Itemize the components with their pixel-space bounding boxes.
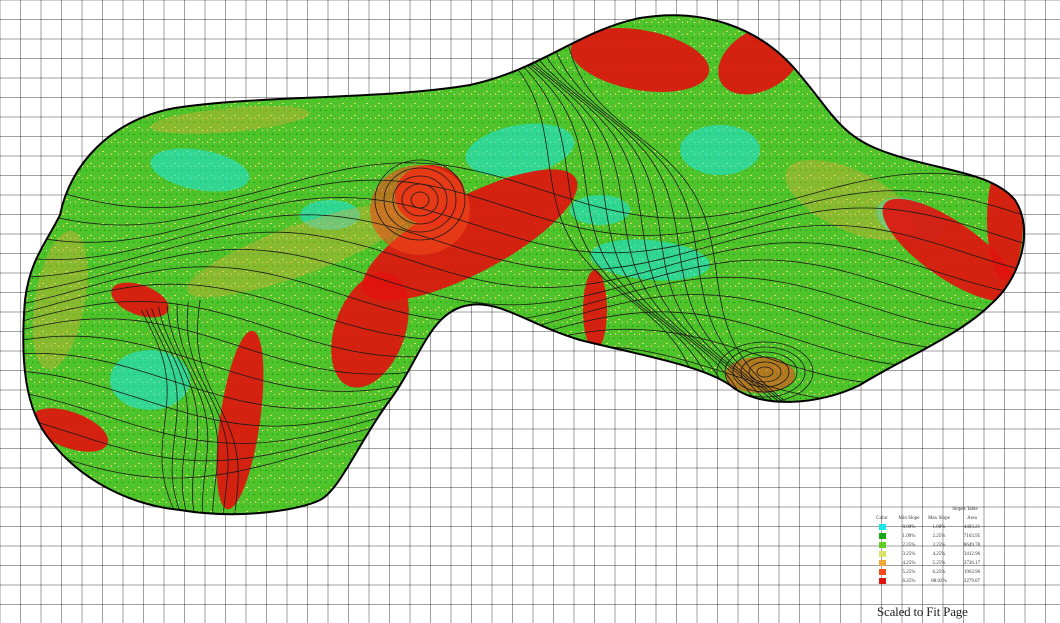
color-swatch [878, 578, 886, 584]
color-swatch [878, 524, 886, 530]
max-slope: 88.02% [931, 579, 947, 584]
area: 2279.87 [963, 579, 981, 584]
table-row: 2.25% 3.25% 8649.78 [870, 541, 1060, 550]
table-row: 0.00% 1.00% 4403.21 [870, 523, 1060, 532]
min-slope: 6.25% [902, 579, 916, 584]
header-max-slope: Max Slope [928, 516, 950, 521]
area: 7163.95 [963, 534, 981, 539]
color-swatch [878, 542, 886, 548]
max-slope: 6.25% [932, 570, 946, 575]
area: 8649.78 [963, 543, 981, 548]
max-slope: 1.00% [932, 525, 946, 530]
site-boundary [22, 14, 1026, 516]
slopes-table-title: Slopes Table [952, 507, 978, 512]
color-swatch [878, 551, 886, 557]
table-row: 1.00% 2.25% 7163.95 [870, 532, 1060, 541]
area: 2726.17 [963, 561, 981, 566]
slopes-table: Slopes Table Color Min Slope Max Slope A… [870, 505, 1060, 586]
min-slope: 0.00% [902, 525, 916, 530]
area: 3412.96 [963, 552, 981, 557]
min-slope: 1.00% [902, 534, 916, 539]
max-slope: 3.25% [932, 543, 946, 548]
table-row: 3.25% 4.25% 3412.96 [870, 550, 1060, 559]
area: 1963.96 [963, 570, 981, 575]
slopes-table-header: Color Min Slope Max Slope Area [870, 514, 1060, 523]
max-slope: 5.25% [932, 561, 946, 566]
table-row: 5.25% 6.25% 1963.96 [870, 568, 1060, 577]
scale-label: Scaled to Fit Page [877, 604, 968, 619]
color-swatch [878, 569, 886, 575]
header-area: Area [967, 516, 977, 521]
color-swatch [878, 533, 886, 539]
header-min-slope: Min Slope [898, 516, 920, 521]
color-swatch [878, 560, 886, 566]
area: 4403.21 [963, 525, 981, 530]
max-slope: 4.25% [932, 552, 946, 557]
header-color: Color [876, 516, 888, 521]
max-slope: 2.25% [932, 534, 946, 539]
min-slope: 3.25% [902, 552, 916, 557]
table-row: 6.25% 88.02% 2279.87 [870, 577, 1060, 586]
min-slope: 4.25% [902, 561, 916, 566]
min-slope: 5.25% [902, 570, 916, 575]
table-row: 4.25% 5.25% 2726.17 [870, 559, 1060, 568]
min-slope: 2.25% [902, 543, 916, 548]
